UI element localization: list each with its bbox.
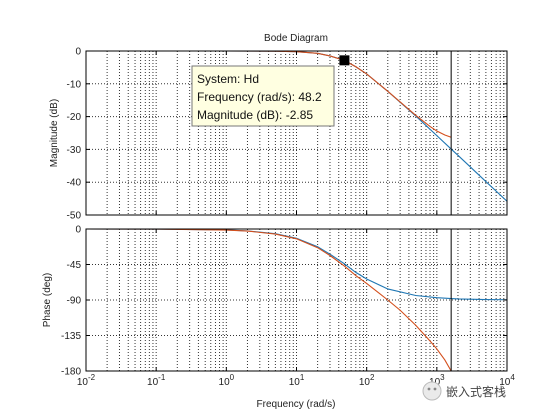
x-tick-label: 102 <box>359 373 375 388</box>
magnitude-y-tick-label: -10 <box>67 79 82 90</box>
magnitude-y-tick-label: -40 <box>67 178 82 189</box>
magnitude-y-tick-label: -30 <box>67 145 82 156</box>
magnitude-y-axis-label: Magnitude (dB) <box>49 99 60 167</box>
watermark-text: 嵌入式客栈 <box>446 384 506 399</box>
datatip-line: System: Hd <box>197 72 259 86</box>
phase-y-tick-label: -135 <box>61 331 81 342</box>
chart-title: Bode Diagram <box>264 33 328 44</box>
phase-y-tick-label: -90 <box>67 296 82 307</box>
magnitude-y-tick-label: -50 <box>67 211 82 222</box>
x-tick-label: 10-2 <box>77 373 96 388</box>
datatip-box[interactable] <box>191 65 335 127</box>
x-tick-label: 100 <box>219 373 235 388</box>
watermark: 嵌入式客栈 <box>422 381 506 401</box>
x-tick-label: 104 <box>499 373 515 388</box>
phase-y-tick-label: -180 <box>61 367 81 378</box>
wechat-icon <box>422 381 442 401</box>
wechat-icon-eye-right <box>433 387 437 391</box>
x-tick-label: 10-1 <box>147 373 166 388</box>
datatip[interactable]: System: Hd Frequency (rad/s): 48.2 Magnitu… <box>191 65 335 127</box>
phase-y-axis-label: Phase (deg) <box>42 273 53 327</box>
wechat-icon-eye-left <box>427 387 431 391</box>
phase-panel: 0 -45 -90 -135 -180 Phase (deg) 10-2 10-1 100 101… <box>42 225 515 389</box>
magnitude-y-tick-label: 0 <box>75 47 81 58</box>
phase-y-tick-label: -45 <box>67 260 82 271</box>
datatip-line: Magnitude (dB): -2.85 <box>197 108 313 122</box>
datatip-line: Frequency (rad/s): 48.2 <box>197 90 322 104</box>
phase-series-2-line <box>85 228 452 372</box>
phase-y-tick-label: 0 <box>75 225 81 236</box>
x-axis-label: Frequency (rad/s) <box>257 399 336 410</box>
datatip-marker[interactable] <box>339 55 350 66</box>
x-tick-label: 101 <box>289 373 305 388</box>
magnitude-y-tick-label: -20 <box>67 112 82 123</box>
